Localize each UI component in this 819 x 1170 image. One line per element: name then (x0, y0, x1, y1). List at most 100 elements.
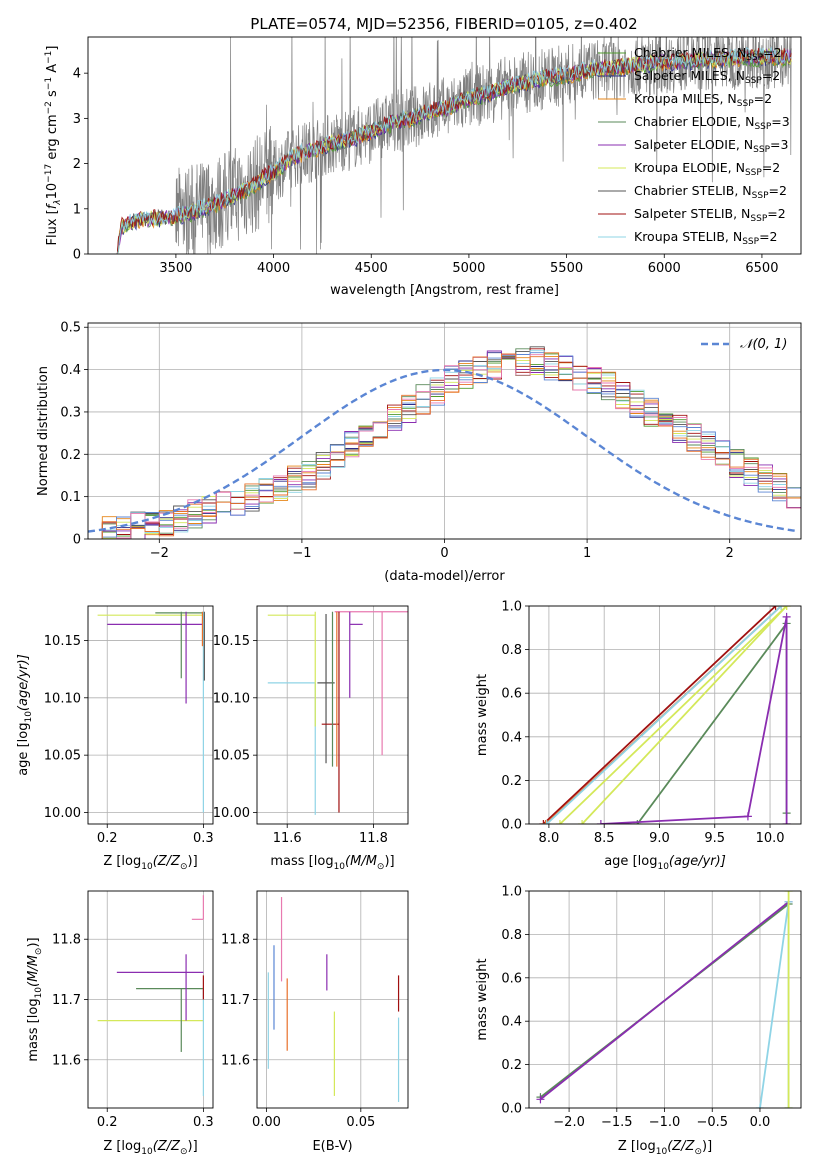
weight-marker (771, 606, 780, 610)
label-part: (M/M (26, 955, 41, 987)
label-part: =2 (767, 206, 785, 221)
x-tick-label: 5500 (550, 261, 583, 276)
label-part: A (45, 64, 60, 77)
x-tick-label: 1 (583, 546, 591, 561)
label-part: Salpeter STELIB, N (634, 206, 750, 221)
y-tick-label: 0.8 (501, 643, 522, 658)
label-part: Salpeter MILES, N (634, 68, 745, 83)
x-tick-label: −2.0 (553, 1115, 585, 1130)
label-part: SSP (745, 76, 762, 86)
label-part: (Z/Z (667, 1139, 695, 1154)
errorbar-series (267, 897, 400, 1102)
label-part: 10 (34, 987, 44, 999)
label-part: 10 (657, 862, 669, 872)
legend-label: Salpeter ELODIE, NSSP=3 (634, 137, 788, 155)
x-axis-label: E(B-V) (312, 1139, 352, 1154)
weight-series (539, 606, 791, 824)
label-part: SSP (750, 214, 767, 224)
legend-label: Kroupa ELODIE, NSSP=2 (634, 160, 780, 178)
histogram-step (116, 353, 801, 539)
label-part: erg cm (45, 114, 60, 163)
spectrum-panel: 3500 4000 4500 5000 5500 6000 6500 0 1 2 3 4 Chabrie… (44, 36, 802, 298)
y-axis-label: Normed distribution (36, 366, 51, 496)
label-part: ⊙ (377, 862, 385, 872)
label-part: =2 (759, 229, 777, 244)
mass-vs-EBV-panel: 0.00 0.05 11.6 11.7 11.8 E(B-V) (221, 890, 409, 1154)
label-part: 10 (141, 1147, 153, 1157)
y-axis-label: Flux [fλ10−17 erg cm−2 s−1 A−1] (44, 46, 63, 246)
label-part: (M/M (345, 854, 377, 869)
x-tick-label: 0.00 (252, 1115, 281, 1130)
label-part: Chabrier STELIB, N (634, 183, 752, 198)
histogram-series (88, 346, 801, 539)
y-tick-label: 11.7 (52, 993, 81, 1008)
x-axis-label: age [log10(age/yr)] (604, 854, 726, 872)
label-part: )] (26, 937, 41, 947)
label-part: 10 (656, 1147, 668, 1157)
weight-marker (541, 820, 550, 824)
x-tick-label: 11.8 (359, 831, 388, 846)
label-part: =2 (763, 45, 781, 60)
massweight-vs-age-panel: 8.0 8.5 9.0 9.5 10.0 0.0 0.2 0.4 0.6 0.8 1.0 age [l… (475, 600, 802, 872)
x-tick-label: 0.2 (97, 1115, 118, 1130)
x-axis-label: Z [log10(Z/Z⊙)] (103, 1139, 197, 1157)
histogram-step (101, 352, 801, 539)
y-tick-label: 0.2 (501, 774, 522, 789)
x-tick-label: 0.05 (346, 1115, 375, 1130)
weight-line (539, 901, 790, 1101)
x-tick-label: 4000 (257, 261, 290, 276)
x-axis-label: mass [log10(M/M⊙)] (270, 854, 394, 872)
model-spectrum-line (116, 46, 792, 254)
weight-marker (578, 820, 587, 824)
axes-frame (87, 605, 214, 825)
weight-marker (539, 820, 548, 824)
axes-frame (256, 890, 409, 1109)
weight-marker (542, 820, 551, 824)
x-tick-label: 6500 (745, 261, 778, 276)
label-part: Z [log (103, 854, 141, 869)
axes-frame (87, 36, 802, 255)
label-part: 10 (141, 862, 153, 872)
label-part: =2 (754, 91, 772, 106)
x-tick-label: 6000 (648, 261, 681, 276)
x-tick-label: 2 (726, 546, 734, 561)
y-tick-label: 2 (73, 157, 81, 172)
label-part: (Z/Z (153, 1139, 181, 1154)
label-part: SSP (742, 237, 759, 247)
label-part: SSP (745, 168, 762, 178)
y-tick-label: 10.05 (213, 749, 250, 764)
weight-line (559, 606, 788, 824)
label-part: ⊙ (34, 948, 44, 956)
y-tick-label: 0.6 (501, 971, 522, 986)
weight-marker (782, 612, 791, 621)
legend-label: 𝒩(0, 1) (740, 337, 787, 352)
x-tick-label: 0.3 (193, 1115, 214, 1130)
label-part: ] (45, 46, 60, 51)
x-axis-label: Z [log10(Z/Z⊙)] (618, 1139, 712, 1157)
x-tick-label: 8.5 (594, 831, 615, 846)
label-part: f (45, 202, 60, 209)
x-tick-label: 5000 (452, 261, 485, 276)
y-tick-label: 0.4 (60, 363, 81, 378)
label-part: Kroupa STELIB, N (634, 229, 742, 244)
x-tick-label: 0.3 (193, 831, 214, 846)
y-tick-label: 0.4 (501, 730, 522, 745)
y-tick-label: 11.7 (221, 993, 250, 1008)
x-axis-label: (data-model)/error (384, 569, 505, 584)
label-part: mass [log (26, 998, 41, 1061)
label-part: −17 (44, 164, 54, 183)
legend-label: Kroupa MILES, NSSP=2 (634, 91, 772, 109)
axes-frame (528, 605, 802, 825)
y-tick-label: 10.15 (44, 634, 81, 649)
legend-label: Kroupa STELIB, NSSP=2 (634, 229, 778, 247)
legend-label: Chabrier STELIB, NSSP=2 (634, 183, 787, 201)
mass-vs-Z-panel: 0.2 0.311.611.711.8Z [log10(Z/Z⊙)]mass [l… (26, 890, 214, 1157)
y-axis-label: mass [log10(M/M⊙)] (26, 937, 44, 1061)
label-part: =2 (769, 183, 787, 198)
label-part: −1 (44, 77, 54, 90)
label-part: 10 (24, 711, 34, 723)
y-tick-label: 1.0 (501, 600, 522, 615)
label-part: Flux [ (45, 209, 60, 245)
y-tick-label: 0.8 (501, 928, 522, 943)
